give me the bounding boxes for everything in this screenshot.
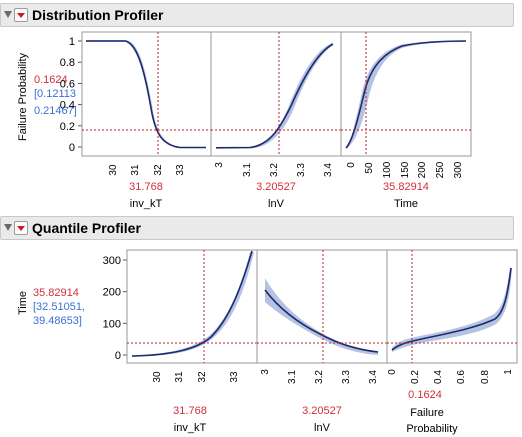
x-tick-label: 0.8 [480,370,491,384]
x-tick-labels: 3 3.1 3.2 3.3 3.4 [214,162,334,177]
dist-panel-inv-kt: 30 31 32 33 31.768 inv_kT [81,31,212,210]
profile-curve [264,289,379,353]
profile-curve [131,250,253,357]
dist-y-tick-labels: 0 0.2 0.4 0.6 0.8 1 [60,36,82,154]
profile-curve [345,40,467,149]
dist-ci-upper: 0.21467] [34,105,77,117]
quant-y-axis-label: Time [17,291,29,315]
y-tick-label: 0 [69,142,75,154]
quantile-profiler-title: Quantile Profiler [32,220,141,236]
factor-name: inv_kT [130,198,163,210]
y-tick-label: 0.6 [60,78,75,90]
panel-frame [81,31,212,157]
x-tick-label: 31 [174,371,185,383]
factor-name: lnV [268,198,285,210]
x-tick-label: 100 [382,161,393,178]
factor-name: lnV [314,422,331,434]
quant-panel-inv-kt: 30 31 32 33 31.768 inv_kT [126,249,258,434]
x-tick-label: 3.4 [368,370,379,384]
x-tick-label: 3.1 [242,163,253,177]
y-tick-label: 300 [103,255,121,267]
x-tick-label: 150 [400,161,411,178]
x-tick-label: 33 [229,371,240,383]
quant-current-value[interactable]: 35.82914 [33,287,79,299]
x-tick-labels: 0 0.2 0.4 0.6 0.8 1 [387,369,514,384]
profile-curve [391,267,512,351]
confidence-band [265,278,378,355]
factor-value[interactable]: 35.82914 [383,181,429,193]
x-tick-label: 0 [346,162,357,168]
x-tick-label: 0.2 [410,370,421,384]
x-tick-label: 32 [153,164,164,176]
quant-y-tick-labels: 0 100 200 300 [103,255,127,362]
x-tick-labels: 3 3.1 3.2 3.3 3.4 [260,369,379,384]
y-tick-label: 0.4 [60,100,75,112]
y-tick-label: 200 [103,287,121,299]
y-tick-label: 1 [69,36,75,48]
quant-ci-upper: 39.48653] [33,315,82,327]
factor-value[interactable]: 31.768 [129,181,163,193]
y-tick-label: 0 [115,350,121,362]
dist-y-axis-label: Failure Probability [17,52,29,141]
factor-value[interactable]: 31.768 [173,405,207,417]
x-tick-label: 33 [175,164,186,176]
y-tick-label: 0.8 [60,57,75,69]
x-tick-label: 0 [387,369,398,375]
quantile-profiler-header[interactable]: Quantile Profiler [0,216,514,240]
factor-name-line1: Failure [410,407,444,419]
disclosure-triangle-icon[interactable] [4,11,12,18]
quant-ci-lower: [32.51051, [33,301,85,313]
x-tick-label: 3.1 [287,370,298,384]
y-tick-label: 100 [103,318,121,330]
x-tick-label: 200 [417,161,428,178]
x-tick-label: 50 [364,162,375,174]
x-tick-label: 31 [130,164,141,176]
distribution-profiler-header[interactable]: Distribution Profiler [0,3,514,27]
quant-panel-lnv: 3 3.1 3.2 3.3 3.4 3.20527 lnV [256,249,388,434]
factor-value[interactable]: 3.20527 [302,405,342,417]
disclosure-triangle-icon[interactable] [4,224,12,231]
x-tick-label: 3.2 [269,163,280,177]
x-tick-label: 30 [152,371,163,383]
dist-ci-lower: [0.12113 [34,88,76,100]
x-tick-labels: 30 31 32 33 [108,164,186,176]
x-tick-label: 3 [260,369,271,375]
panel-frame [340,31,472,157]
x-tick-label: 3.2 [314,370,325,384]
y-tick-label: 0.2 [60,121,75,133]
dist-panel-lnv: 3 3.1 3.2 3.3 3.4 3.20527 lnV [210,31,342,210]
factor-name-line2: Probability [406,423,458,435]
factor-name: Time [394,198,418,210]
x-tick-label: 3.3 [296,163,307,177]
factor-value[interactable]: 3.20527 [256,181,296,193]
x-tick-label: 0.4 [433,370,444,384]
x-tick-label: 3.3 [341,370,352,384]
confidence-band [346,40,466,149]
dist-panel-time: 0 50 100 150 200 250 300 35.82914 Time [340,31,472,210]
factor-name: inv_kT [174,422,207,434]
x-tick-label: 300 [453,161,464,178]
x-tick-label: 3 [214,162,225,168]
x-tick-label: 250 [435,161,446,178]
quant-panel-failure-probability: 0 0.2 0.4 0.6 0.8 1 0.1624 Failure Proba… [386,249,518,435]
factor-value[interactable]: 0.1624 [408,389,442,401]
profile-curve [86,40,206,149]
x-tick-labels: 0 50 100 150 200 250 300 [346,161,464,178]
distribution-profiler-title: Distribution Profiler [32,7,164,23]
x-tick-label: 1 [503,369,514,375]
x-tick-labels: 30 31 32 33 [152,371,240,383]
red-menu-triangle-icon[interactable] [14,221,28,235]
x-tick-label: 30 [108,164,119,176]
dist-current-value[interactable]: 0.1624 [34,74,68,86]
red-menu-triangle-icon[interactable] [14,8,28,22]
x-tick-label: 3.4 [323,163,334,177]
profile-curve [215,43,334,149]
x-tick-label: 32 [197,371,208,383]
x-tick-label: 0.6 [456,370,467,384]
